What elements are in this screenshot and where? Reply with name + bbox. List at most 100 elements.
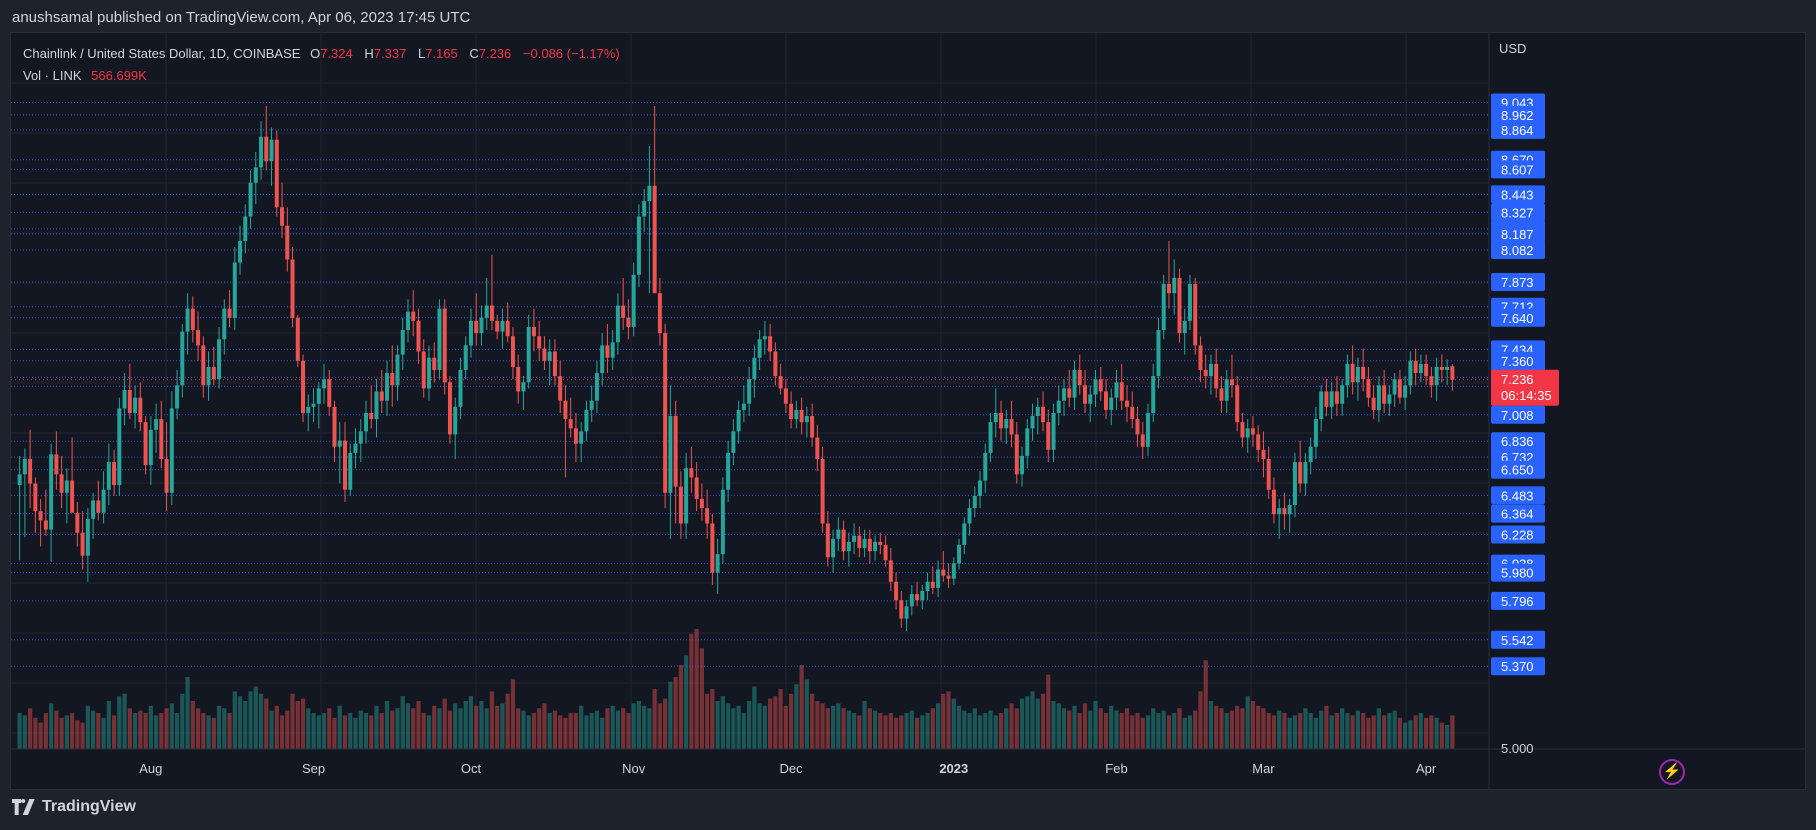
price-chart[interactable]: USD9.0438.9628.8648.6708.6078.4448.4438.… <box>11 33 1805 789</box>
candle <box>647 145 652 294</box>
volume-bar <box>411 708 416 749</box>
candle <box>1418 354 1423 383</box>
candle <box>741 385 746 423</box>
high-value: 7.337 <box>373 46 407 61</box>
candle <box>1051 403 1056 463</box>
candle <box>684 452 689 539</box>
volume-bar <box>1135 713 1140 749</box>
price-level-tag <box>1491 630 1545 649</box>
candle-body <box>322 379 327 389</box>
volume-bar <box>358 710 363 749</box>
volume-bar <box>1387 713 1392 749</box>
candle <box>264 105 269 171</box>
candle <box>1041 391 1046 432</box>
candle <box>1214 348 1219 398</box>
candle-body <box>783 388 788 404</box>
chart-legend: Chainlink / United States Dollar, 1D, CO… <box>23 43 628 87</box>
symbol-label[interactable]: Chainlink / United States Dollar, 1D, CO… <box>23 46 301 61</box>
volume-bar <box>1450 715 1455 749</box>
candle <box>1140 422 1145 459</box>
candle <box>1135 406 1140 447</box>
candle <box>799 397 804 435</box>
candle-body <box>364 412 368 432</box>
volume-bar <box>1418 713 1423 749</box>
price-level-tag-text: 6.228 <box>1501 528 1534 543</box>
volume-bar <box>442 698 447 749</box>
candle <box>227 290 232 327</box>
candle-body <box>1298 462 1303 484</box>
candle-body <box>988 422 993 453</box>
candle <box>810 403 815 447</box>
volume-bar <box>836 703 841 749</box>
candle <box>154 403 159 453</box>
candle-body <box>148 429 153 466</box>
candle-body <box>49 454 54 530</box>
volume-bar <box>1250 701 1256 749</box>
candle-body <box>327 379 332 407</box>
candle <box>1109 388 1114 426</box>
candle-body <box>1261 449 1266 459</box>
volume-bar <box>222 708 227 749</box>
candle-body <box>715 554 720 573</box>
candle-body <box>1025 428 1030 456</box>
chart-frame[interactable]: USD9.0438.9628.8648.6708.6078.4448.4438.… <box>10 32 1806 790</box>
volume-bar <box>684 655 689 749</box>
candle-body <box>1245 428 1250 438</box>
candle-body <box>138 397 143 423</box>
candle-body <box>463 345 468 370</box>
candle-body <box>1308 446 1313 463</box>
candle <box>238 225 243 275</box>
x-tick-label: Feb <box>1105 761 1127 776</box>
candle <box>747 366 752 417</box>
tradingview-brand[interactable]: TradingView <box>12 798 136 816</box>
volume-bar <box>1040 693 1046 749</box>
candle-body <box>248 182 253 217</box>
candle-body <box>1051 412 1056 450</box>
volume-legend-row: Vol · LINK 566.699K <box>23 65 628 87</box>
x-tick-label: Mar <box>1252 761 1275 776</box>
volume-bar <box>243 701 248 749</box>
volume-bar <box>138 710 143 749</box>
price-level-tag <box>1491 563 1545 582</box>
candle-body <box>579 431 584 444</box>
candle <box>316 382 321 429</box>
candle <box>217 327 222 389</box>
candle <box>1030 403 1035 441</box>
candle <box>621 277 626 331</box>
volume-bar <box>148 705 153 749</box>
candle-body <box>426 357 431 389</box>
price-level-tag-text: 5.980 <box>1501 566 1534 581</box>
candle-body <box>862 538 867 549</box>
candle <box>657 277 662 346</box>
candle <box>1151 363 1156 423</box>
candle-body <box>411 311 416 321</box>
candle-body <box>1256 434 1261 450</box>
candle-body <box>500 320 505 332</box>
candle <box>206 351 211 401</box>
volume-bar <box>1434 717 1439 749</box>
candle <box>33 477 38 533</box>
candle-body <box>211 366 216 380</box>
volume-bar <box>983 713 988 749</box>
tradingview-logo-icon <box>12 799 35 815</box>
candle-body <box>91 500 96 519</box>
volume-bar <box>526 715 531 749</box>
candle-body <box>825 523 830 558</box>
candle-body <box>647 185 652 202</box>
volume-bar <box>1266 713 1271 749</box>
candle-body <box>1156 330 1161 377</box>
candle <box>1361 348 1366 392</box>
candle <box>652 105 657 294</box>
candle-body <box>1041 406 1046 423</box>
volume-label[interactable]: Vol · LINK <box>23 68 82 83</box>
volume-bar <box>495 705 500 749</box>
candle <box>28 429 33 509</box>
candle <box>159 400 164 469</box>
volume-bar <box>1124 708 1130 749</box>
lightning-icon[interactable]: ⚡ <box>1659 759 1685 785</box>
candle-body <box>243 216 248 242</box>
current-price-countdown: 06:14:35 <box>1501 388 1552 403</box>
candle-body <box>568 419 573 429</box>
volume-bar <box>432 705 437 749</box>
volume-bar <box>1371 715 1376 749</box>
